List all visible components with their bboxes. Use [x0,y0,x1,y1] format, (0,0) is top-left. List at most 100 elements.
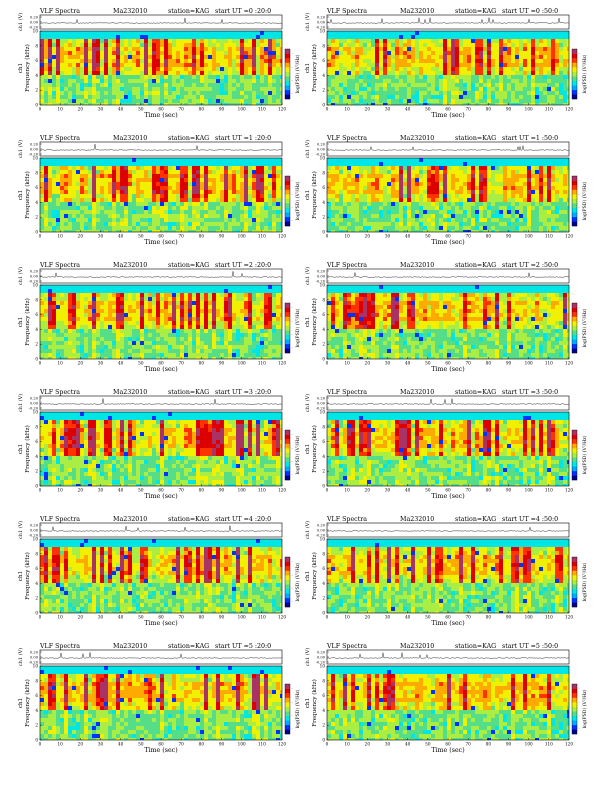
spectrogram-cell [463,214,467,218]
spectrogram-cell [359,31,363,35]
spectrogram-cell [76,226,80,230]
spectrogram-cell [268,174,272,178]
spectrogram-cell [52,162,56,166]
spectrogram-cell [136,103,140,105]
spectrogram-cell [140,51,144,55]
spectrogram-cell [519,190,523,194]
spectrogram-cell [48,75,52,79]
spectrogram-cell [519,55,523,59]
spectrogram-cell [56,39,60,43]
spectrogram-cell [120,75,124,79]
spectrogram-cell [527,190,531,194]
trace-line [39,17,283,24]
spectrogram-cell [567,166,569,170]
spectrogram-cell [184,222,188,226]
spectrogram-cell [216,95,220,99]
x-tick-label: 110 [258,234,266,239]
spectrogram-cell [248,47,252,51]
spectrogram-cell [383,103,387,105]
y-tick-label: 0 [322,103,325,108]
spectrogram-cell [72,79,76,83]
spectrogram-cell [56,79,60,83]
spectrogram-cell [248,166,252,170]
spectrogram-cell [463,31,467,35]
spectrogram-cell [44,95,48,99]
spectrogram-cell [88,166,92,170]
spectrogram-cell [224,182,228,186]
spectrogram-cell [144,91,148,95]
spectrogram-cell [56,63,60,67]
y-tick-label: 6 [35,58,38,63]
spectrogram-cell [40,293,44,297]
spectrogram-cell [44,226,48,230]
spectrogram-cell [136,166,140,170]
panel-header-station: station=KAG [168,135,209,142]
spectrogram-cell [395,47,399,51]
spectrogram-cell [200,222,204,226]
spectrogram-cell [164,91,168,95]
spectrogram-cell [491,83,495,87]
spectrogram-cell [60,91,64,95]
spectrogram-cell [339,83,343,87]
spectrogram-cell [280,186,282,190]
spectrogram-cell [256,87,260,91]
colorbar-tick-label: - [579,219,580,223]
spectrogram-cell [236,202,240,206]
spectrogram-cell [100,222,104,226]
trace-tick-label: 0.00 [30,275,39,279]
spectrogram-cell [112,214,116,218]
spectrogram-cell [192,194,196,198]
spectrogram-cell [427,182,431,186]
spectrogram-cell [475,170,479,174]
colorbar-tick-label: - [579,65,580,69]
spectrogram-cell [216,91,220,95]
spectrogram-cell [164,31,168,35]
spectrogram-cell [152,95,156,99]
spectrogram-cell [180,166,184,170]
spectrogram-cell [88,226,92,230]
panel-header-date: Ma232010 [400,8,434,15]
spectrogram-cell [40,186,44,190]
spectrogram-cell [220,222,224,226]
spectrogram-cell [68,158,72,162]
colorbar-tick-label: - [292,79,293,83]
spectrogram-cell [375,63,379,67]
spectrogram-cell [264,186,268,190]
spectrogram-cell [72,103,76,105]
spectrogram-cell [72,162,76,166]
spectrogram-cell [168,186,172,190]
spectrogram-cell [383,35,387,39]
spectrogram-cell [407,222,411,226]
spectrogram-cell [232,166,236,170]
spectrogram-cell [128,230,132,232]
spectrogram-cell [559,63,563,67]
spectrogram-cell [260,47,264,51]
spectrogram-cell [184,190,188,194]
spectrogram-cell [156,95,160,99]
spectrogram-cell [547,158,551,162]
spectrogram-cell [144,95,148,99]
spectrogram-cell [467,79,471,83]
spectrogram-cell [403,79,407,83]
spectrogram-cell [415,47,419,51]
spectrogram-cell [144,222,148,226]
spectrogram-cell [559,174,563,178]
spectrogram-cell [148,198,152,202]
spectrogram-cell [208,67,212,71]
spectrogram-cell [383,226,387,230]
spectrogram-cell [92,67,96,71]
spectrogram-cell [531,190,535,194]
spectrogram-cell [156,174,160,178]
spectrogram-cell [347,47,351,51]
spectrogram-cell [435,83,439,87]
spectrogram-cell [196,103,200,105]
spectrogram-cell [367,35,371,39]
spectrogram-cell [280,226,282,230]
spectrogram-cell [363,158,367,162]
spectrogram-cell [343,158,347,162]
spectrogram-cell [44,198,48,202]
colorbar-tick-label: - [292,219,293,223]
spectrogram-cell [363,182,367,186]
spectrogram-cell [248,83,252,87]
spectrogram-cell [523,198,527,202]
